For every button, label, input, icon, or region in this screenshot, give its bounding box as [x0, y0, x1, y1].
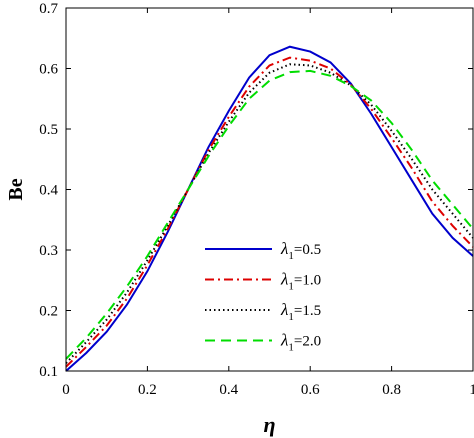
y-tick-label: 0.7	[39, 1, 58, 17]
y-tick-label: 0.5	[39, 122, 58, 138]
y-tick-label: 0.4	[39, 183, 58, 199]
y-tick-label: 0.1	[39, 364, 58, 380]
y-tick-label: 0.3	[39, 243, 58, 259]
y-tick-label: 0.6	[39, 62, 58, 78]
legend-label-1: λ1=0.5	[280, 239, 321, 262]
legend-label-4: λ1=2.0	[280, 331, 321, 354]
plot-frame	[65, 7, 474, 372]
x-tick-label: 0	[62, 382, 70, 398]
x-tick-label: 1	[469, 382, 474, 398]
series-line-3	[65, 63, 474, 364]
x-tick-label: 0.4	[219, 382, 238, 398]
series-line-4	[65, 69, 474, 360]
legend: λ1=0.5 λ1=1.0 λ1=1.5 λ1=2.0	[205, 239, 321, 354]
y-axis: 0.1 0.2 0.3 0.4 0.5 0.6 0.7	[39, 1, 473, 380]
y-tick-label: 0.2	[39, 304, 58, 320]
y-axis-label: Be	[5, 178, 27, 200]
x-axis: 0 0.2 0.4 0.6 0.8 1	[62, 8, 474, 398]
x-tick-label: 0.8	[382, 382, 401, 398]
x-axis-label: η	[263, 412, 275, 437]
series-line-1	[65, 45, 474, 372]
plot-lines	[65, 45, 474, 372]
legend-label-3: λ1=1.5	[280, 300, 321, 323]
legend-label-2: λ1=1.0	[280, 270, 321, 293]
series-line-2	[65, 56, 474, 368]
x-tick-label: 0.2	[138, 382, 157, 398]
x-tick-label: 0.6	[301, 382, 320, 398]
